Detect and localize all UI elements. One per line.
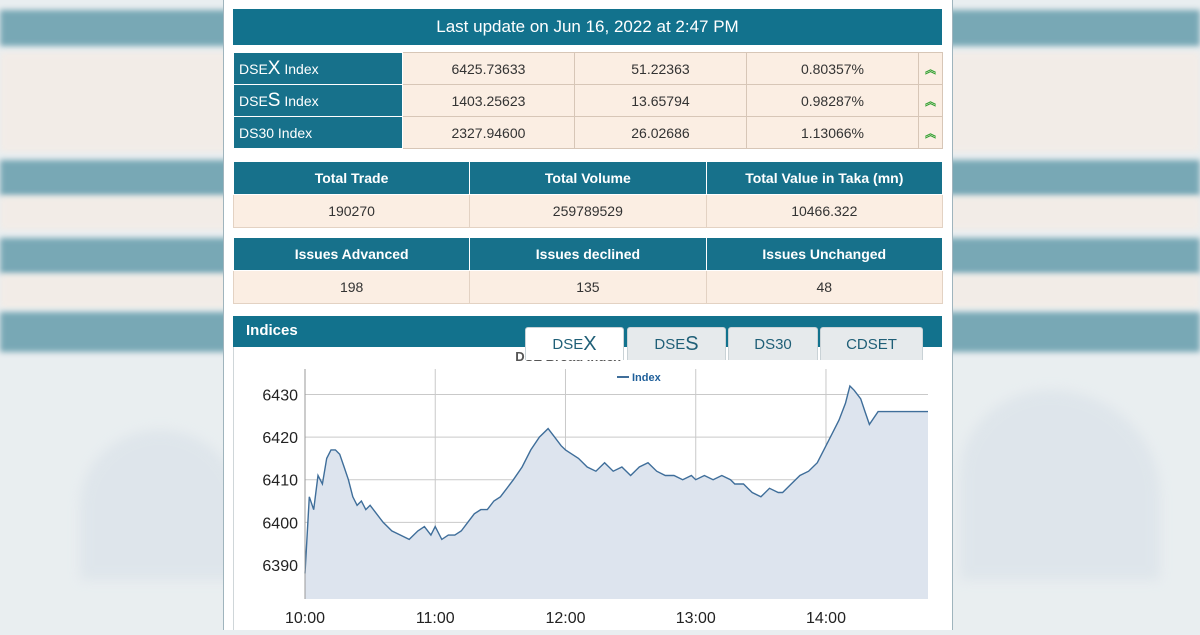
index-row-ds30: DS30 Index 2327.94600 26.02686 1.13066% … — [233, 116, 943, 149]
tab-letter: X — [583, 332, 597, 355]
total-trade-value: 190270 — [232, 194, 471, 228]
tab-prefix: DSE — [552, 335, 584, 353]
total-volume-value: 259789529 — [469, 194, 707, 228]
x-tick-label: 10:00 — [285, 610, 325, 627]
index-change: 26.02686 — [573, 116, 747, 149]
double-chevron-up-icon: ︽ — [918, 84, 943, 117]
issues-table: Issues Advanced Issues declined Issues U… — [232, 237, 943, 304]
total-value-header: Total Value in Taka (mn) — [705, 161, 944, 195]
bg-ghost-chart — [80, 430, 240, 580]
y-tick-label: 6400 — [262, 515, 298, 532]
index-percent: 1.13066% — [745, 116, 920, 149]
issues-declined-header: Issues declined — [469, 237, 707, 271]
index-prefix: DS30 — [239, 124, 275, 141]
index-percent: 0.98287% — [745, 84, 920, 117]
x-tick-label: 13:00 — [676, 610, 716, 627]
tab-dsex[interactable]: DSE X — [525, 327, 624, 360]
index-chart: 6390 6400 6410 6420 6430 10:00 11:00 12:00 13:00… — [233, 347, 943, 630]
issues-declined-value: 135 — [469, 270, 707, 304]
y-tick-label: 6430 — [262, 388, 298, 405]
index-letter: X — [267, 57, 281, 79]
series-area — [305, 386, 928, 599]
total-volume-header: Total Volume — [469, 161, 707, 195]
bg-ghost-chart — [960, 390, 1160, 580]
tab-prefix: CDSET — [846, 335, 897, 353]
legend-label: Index — [632, 372, 662, 384]
totals-table: Total Trade Total Volume Total Value in … — [232, 161, 944, 228]
index-name[interactable]: DS30 Index — [233, 116, 403, 149]
index-row-dses: DSES Index 1403.25623 13.65794 0.98287% … — [233, 84, 943, 117]
totals-value-row: 190270 259789529 10466.322 — [232, 194, 944, 228]
market-summary-panel: Last update on Jun 16, 2022 at 2:47 PM D… — [223, 0, 953, 630]
index-name[interactable]: DSEX Index — [233, 52, 403, 85]
index-value: 2327.94600 — [401, 116, 575, 149]
tab-dses[interactable]: DSE S — [627, 327, 726, 360]
last-update-banner: Last update on Jun 16, 2022 at 2:47 PM — [233, 9, 942, 45]
x-tick-label: 14:00 — [806, 610, 846, 627]
index-prefix: DSE — [239, 92, 268, 109]
totals-header-row: Total Trade Total Volume Total Value in … — [232, 161, 944, 195]
index-name[interactable]: DSES Index — [233, 84, 403, 117]
tab-letter: S — [685, 332, 699, 355]
y-tick-label: 6410 — [262, 473, 298, 490]
index-value: 1403.25623 — [401, 84, 575, 117]
total-value-value: 10466.322 — [705, 194, 944, 228]
index-value: 6425.73633 — [401, 52, 575, 85]
index-change: 51.22363 — [573, 52, 747, 85]
double-chevron-up-icon: ︽ — [918, 116, 943, 149]
tab-ds30[interactable]: DS30 — [728, 327, 818, 360]
index-table: DSEX Index 6425.73633 51.22363 0.80357% … — [233, 52, 943, 149]
issues-unchanged-value: 48 — [705, 270, 943, 304]
issues-unchanged-header: Issues Unchanged — [705, 237, 943, 271]
index-row-dsex: DSEX Index 6425.73633 51.22363 0.80357% … — [233, 52, 943, 85]
y-tick-label: 6420 — [262, 430, 298, 447]
x-tick-label: 11:00 — [416, 610, 455, 627]
chart-svg: 6390 6400 6410 6420 6430 10:00 11:00 12:00 13:00… — [262, 349, 928, 627]
index-change: 13.65794 — [573, 84, 747, 117]
tab-prefix: DS30 — [754, 335, 792, 353]
tab-cdset[interactable]: CDSET — [820, 327, 923, 360]
y-tick-label: 6390 — [262, 558, 298, 575]
issues-header-row: Issues Advanced Issues declined Issues U… — [232, 237, 943, 271]
total-trade-header: Total Trade — [232, 161, 471, 195]
index-suffix: Index — [274, 124, 313, 141]
index-letter: S — [267, 89, 281, 111]
tab-prefix: DSE — [654, 335, 686, 353]
issues-value-row: 198 135 48 — [232, 270, 943, 304]
index-percent: 0.80357% — [745, 52, 920, 85]
issues-advanced-header: Issues Advanced — [232, 237, 471, 271]
index-prefix: DSE — [239, 60, 268, 77]
indices-title: Indices — [246, 322, 298, 339]
issues-advanced-value: 198 — [232, 270, 471, 304]
double-chevron-up-icon: ︽ — [918, 52, 943, 85]
last-update-text: Last update on Jun 16, 2022 at 2:47 PM — [436, 17, 739, 36]
index-suffix: Index — [280, 92, 319, 109]
series-line — [304, 384, 928, 574]
x-tick-label: 12:00 — [545, 610, 585, 627]
index-suffix: Index — [280, 60, 319, 77]
